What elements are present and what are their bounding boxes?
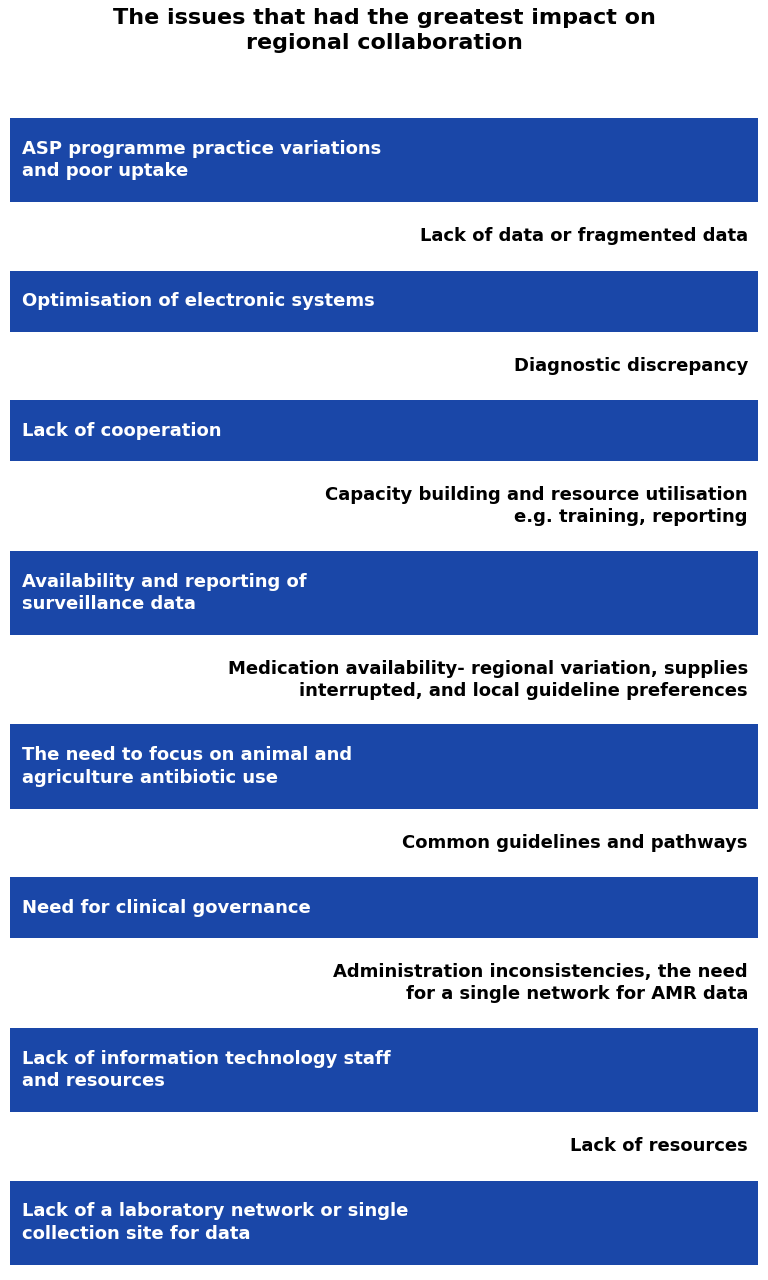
Bar bbox=[10, 401, 758, 461]
Text: Administration inconsistencies, the need
for a single network for AMR data: Administration inconsistencies, the need… bbox=[333, 963, 748, 1004]
Bar bbox=[10, 550, 758, 635]
Text: The need to focus on animal and
agriculture antibiotic use: The need to focus on animal and agricult… bbox=[22, 746, 352, 787]
Text: Lack of information technology staff
and resources: Lack of information technology staff and… bbox=[22, 1050, 391, 1089]
Text: Lack of resources: Lack of resources bbox=[571, 1137, 748, 1155]
Text: The issues that had the greatest impact on
regional collaboration: The issues that had the greatest impact … bbox=[113, 8, 655, 52]
Bar bbox=[10, 724, 758, 809]
Bar bbox=[10, 1028, 758, 1112]
Text: Diagnostic discrepancy: Diagnostic discrepancy bbox=[514, 357, 748, 375]
Text: Medication availability- regional variation, supplies
interrupted, and local gui: Medication availability- regional variat… bbox=[228, 659, 748, 700]
Bar bbox=[10, 1180, 758, 1265]
Text: Lack of data or fragmented data: Lack of data or fragmented data bbox=[420, 228, 748, 246]
Text: Need for clinical governance: Need for clinical governance bbox=[22, 899, 311, 916]
Bar bbox=[10, 118, 758, 202]
Bar bbox=[10, 877, 758, 938]
Text: ASP programme practice variations
and poor uptake: ASP programme practice variations and po… bbox=[22, 140, 381, 180]
Text: Lack of a laboratory network or single
collection site for data: Lack of a laboratory network or single c… bbox=[22, 1202, 409, 1243]
Text: Lack of cooperation: Lack of cooperation bbox=[22, 421, 221, 439]
Text: Availability and reporting of
surveillance data: Availability and reporting of surveillan… bbox=[22, 572, 306, 613]
Text: Capacity building and resource utilisation
e.g. training, reporting: Capacity building and resource utilisati… bbox=[326, 485, 748, 526]
Text: Optimisation of electronic systems: Optimisation of electronic systems bbox=[22, 292, 375, 310]
Text: Common guidelines and pathways: Common guidelines and pathways bbox=[402, 835, 748, 852]
Bar bbox=[10, 271, 758, 332]
